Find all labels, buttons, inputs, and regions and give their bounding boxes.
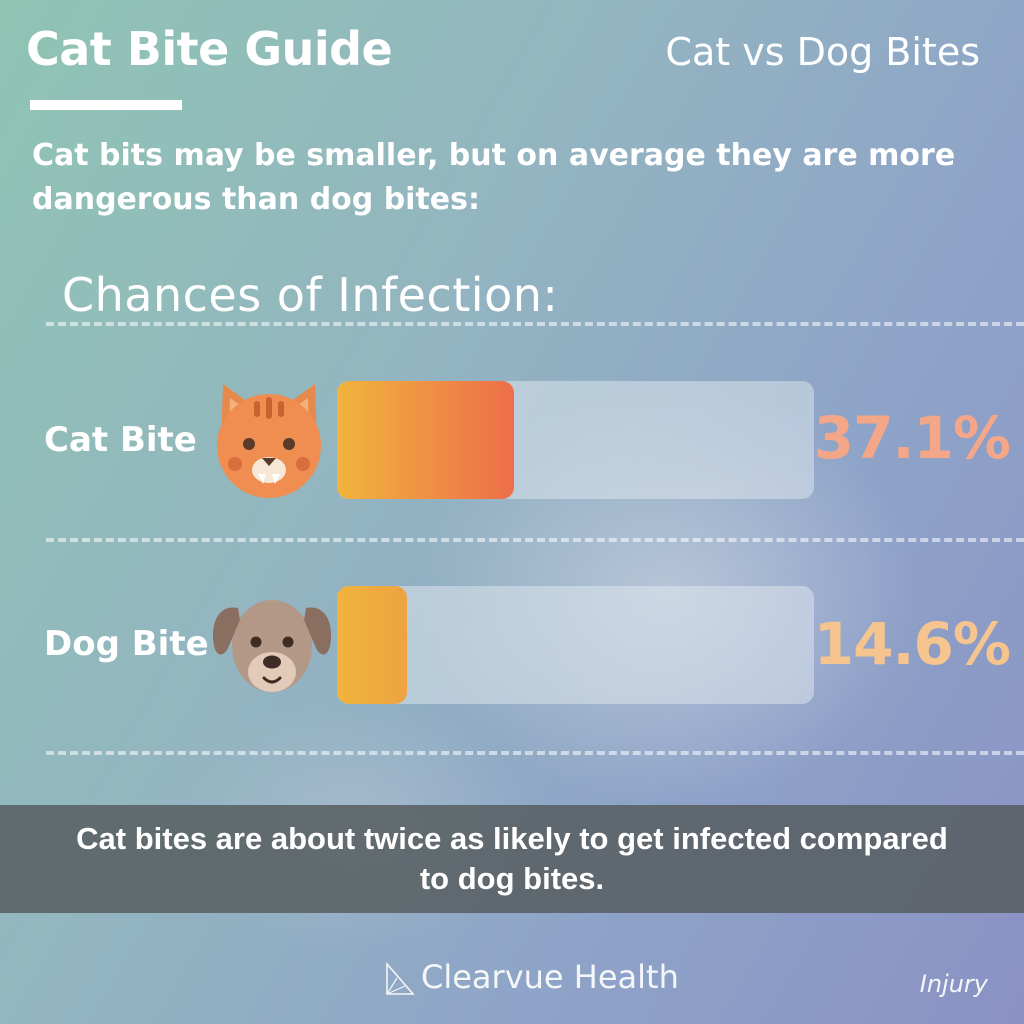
intro-text: Cat bits may be smaller, but on average … — [32, 138, 956, 217]
value-label-dog: 14.6% — [813, 610, 1011, 678]
title-underline — [30, 100, 182, 110]
bar-track-dog — [337, 586, 814, 704]
page-title: Cat Bite Guide — [26, 22, 393, 76]
brand-name: Clearvue Health — [421, 958, 679, 996]
bar-dog-bite — [337, 586, 407, 704]
divider — [46, 322, 1024, 326]
dog-face-icon — [213, 600, 331, 692]
category-tag: Injury — [919, 970, 988, 998]
chart-title: Chances of Infection: — [62, 268, 559, 322]
category-label-cat: Cat Bite — [44, 420, 197, 460]
category-label-dog: Dog Bite — [44, 624, 209, 664]
clearvue-logo-icon — [386, 961, 415, 995]
summary-text: Cat bites are about twice as likely to g… — [76, 821, 948, 896]
topic-label: Cat vs Dog Bites — [665, 30, 980, 74]
divider — [46, 751, 1024, 755]
cat-face-icon — [217, 384, 321, 498]
brand: Clearvue Health — [385, 958, 679, 996]
bar-cat-bite — [337, 381, 514, 499]
divider — [46, 538, 1024, 542]
summary-banner: Cat bites are about twice as likely to g… — [0, 805, 1024, 913]
value-label-cat: 37.1% — [813, 404, 1011, 472]
bar-track-cat — [337, 381, 814, 499]
